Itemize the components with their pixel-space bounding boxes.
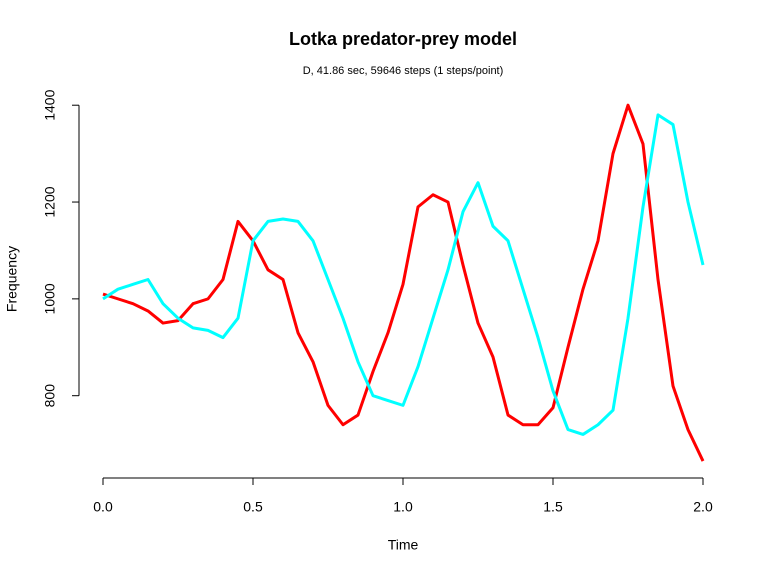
x-tick-label: 1.5 xyxy=(543,499,563,515)
y-tick-label: 1000 xyxy=(42,283,58,314)
y-axis-label: Frequency xyxy=(4,246,20,312)
series-line xyxy=(102,103,705,462)
x-tick-label: 0.0 xyxy=(93,499,113,515)
x-tick-label: 0.5 xyxy=(243,499,263,515)
x-axis-label: Time xyxy=(388,537,419,553)
series-line xyxy=(102,113,705,436)
y-tick-label: 800 xyxy=(42,384,58,408)
chart-subtitle: D, 41.86 sec, 59646 steps (1 steps/point… xyxy=(303,65,504,77)
y-tick-label: 1400 xyxy=(42,89,58,120)
y-tick-label: 1200 xyxy=(42,186,58,217)
x-tick-label: 1.0 xyxy=(393,499,413,515)
chart-title: Lotka predator-prey model xyxy=(289,29,517,49)
x-tick-label: 2.0 xyxy=(693,499,713,515)
